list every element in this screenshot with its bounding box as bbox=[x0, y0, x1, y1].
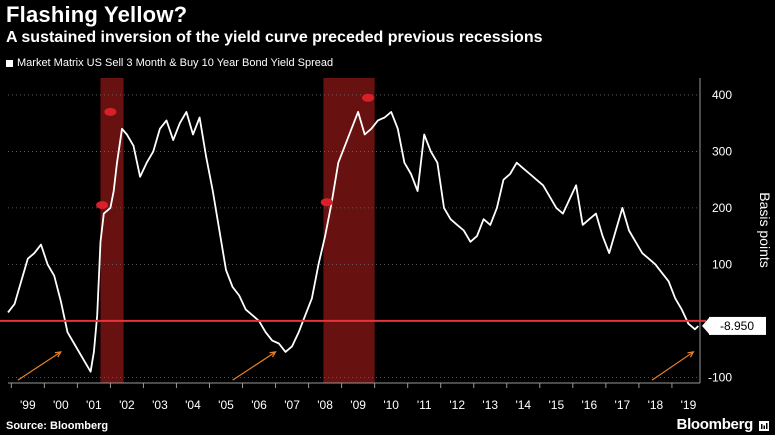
last-value-box bbox=[709, 316, 766, 335]
x-tick-label: '00 bbox=[53, 398, 69, 412]
recession-band-1 bbox=[100, 78, 124, 383]
x-tick-label: '07 bbox=[284, 398, 300, 412]
last-value-label: -8.950 bbox=[720, 319, 754, 333]
inversion-arrow bbox=[651, 351, 694, 381]
x-tick-label: '11 bbox=[417, 398, 432, 412]
inversion-arrow bbox=[17, 351, 62, 381]
event-marker bbox=[320, 198, 333, 207]
x-tick-label: '06 bbox=[251, 398, 267, 412]
inversion-arrow-head bbox=[54, 351, 63, 358]
legend-label: Market Matrix US Sell 3 Month & Buy 10 Y… bbox=[17, 57, 334, 69]
brand-logo: Bloomberg bbox=[676, 416, 754, 433]
x-tick-label: '99 bbox=[20, 398, 36, 412]
chart-title: Flashing Yellow? bbox=[6, 2, 188, 27]
y-axis-title: Basis points bbox=[757, 192, 773, 267]
x-tick-label: '01 bbox=[86, 398, 102, 412]
x-tick-label: '05 bbox=[218, 398, 234, 412]
x-tick-label: '19 bbox=[681, 398, 697, 412]
x-tick-label: '18 bbox=[648, 398, 664, 412]
x-tick-label: '13 bbox=[482, 398, 498, 412]
y-tick-label: 300 bbox=[712, 144, 732, 158]
inversion-arrow-head bbox=[687, 351, 695, 358]
y-tick-label: 400 bbox=[712, 88, 732, 102]
chart-subtitle: A sustained inversion of the yield curve… bbox=[6, 29, 543, 46]
chart-legend: Market Matrix US Sell 3 Month & Buy 10 Y… bbox=[6, 57, 333, 69]
y-tick-label: -100 bbox=[708, 370, 732, 384]
x-tick-label: '03 bbox=[152, 398, 168, 412]
x-tick-label: '17 bbox=[615, 398, 631, 412]
event-marker bbox=[362, 93, 375, 102]
source-note: Source: Bloomberg bbox=[6, 420, 109, 432]
y-tick-label: 100 bbox=[712, 257, 732, 271]
last-value-pointer bbox=[702, 317, 709, 334]
x-tick-label: '12 bbox=[449, 398, 465, 412]
event-marker bbox=[104, 107, 117, 116]
event-marker bbox=[96, 201, 109, 210]
x-tick-label: '04 bbox=[185, 398, 201, 412]
y-tick-label: 200 bbox=[712, 201, 732, 215]
legend-swatch bbox=[6, 59, 13, 67]
x-tick-label: '15 bbox=[548, 398, 564, 412]
x-tick-label: '10 bbox=[383, 398, 399, 412]
recession-band-2 bbox=[323, 78, 375, 383]
inversion-arrow-head bbox=[269, 351, 277, 358]
series-line bbox=[7, 111, 699, 373]
inversion-arrow bbox=[232, 351, 276, 381]
bloomberg-mark-icon bbox=[759, 421, 769, 431]
x-tick-label: '09 bbox=[350, 398, 366, 412]
x-tick-label: '08 bbox=[317, 398, 333, 412]
x-tick-label: '14 bbox=[515, 398, 531, 412]
x-tick-label: '02 bbox=[119, 398, 135, 412]
x-tick-label: '16 bbox=[582, 398, 598, 412]
